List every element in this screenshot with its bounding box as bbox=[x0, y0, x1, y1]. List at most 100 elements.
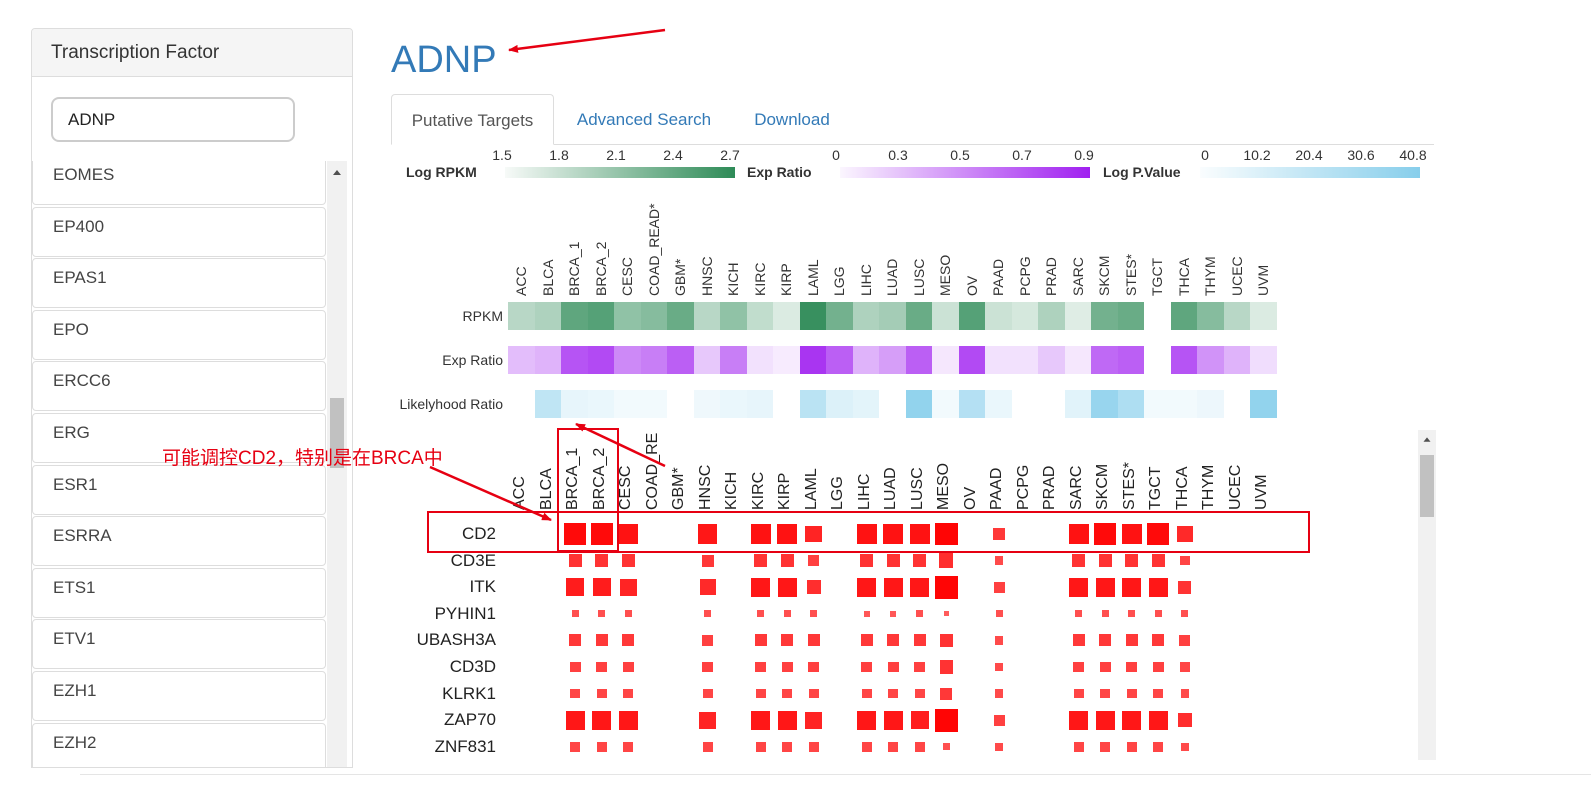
heatmap-cell[interactable] bbox=[1064, 346, 1092, 374]
tf-list-item[interactable]: ESR1 bbox=[32, 464, 326, 515]
target-dot[interactable] bbox=[1098, 554, 1112, 568]
target-dot[interactable] bbox=[914, 688, 925, 699]
target-dot[interactable] bbox=[806, 580, 821, 595]
target-dot[interactable] bbox=[939, 553, 954, 568]
target-dot[interactable] bbox=[699, 711, 717, 729]
heatmap-cell[interactable] bbox=[667, 346, 695, 374]
heatmap-cell[interactable] bbox=[905, 346, 933, 374]
target-dot[interactable] bbox=[993, 528, 1006, 540]
heatmap-cell[interactable] bbox=[879, 346, 907, 374]
target-dot[interactable] bbox=[751, 577, 771, 597]
heatmap-cell[interactable] bbox=[826, 346, 854, 374]
heatmap-cell[interactable] bbox=[852, 302, 880, 330]
heatmap-cell[interactable] bbox=[614, 390, 642, 418]
heatmap-cell[interactable] bbox=[932, 390, 960, 418]
target-dot[interactable] bbox=[1099, 634, 1112, 647]
target-dot[interactable] bbox=[856, 523, 877, 545]
target-dot[interactable] bbox=[1147, 523, 1170, 545]
target-dot[interactable] bbox=[619, 578, 637, 596]
target-dot[interactable] bbox=[995, 610, 1003, 618]
target-dot[interactable] bbox=[888, 742, 899, 752]
heatmap-cell[interactable] bbox=[1223, 346, 1251, 374]
target-dot[interactable] bbox=[993, 581, 1005, 593]
target-dot[interactable] bbox=[1148, 710, 1168, 730]
heatmap-cell[interactable] bbox=[1223, 302, 1251, 330]
target-dot[interactable] bbox=[860, 554, 874, 568]
tf-list-item[interactable]: ETV1 bbox=[32, 619, 326, 670]
target-dot[interactable] bbox=[1126, 688, 1137, 699]
tf-list-item[interactable]: EOMES bbox=[32, 161, 326, 205]
target-dot[interactable] bbox=[1152, 634, 1165, 647]
target-dot[interactable] bbox=[1181, 610, 1189, 618]
heatmap-cell[interactable] bbox=[1064, 390, 1092, 418]
target-dot[interactable] bbox=[942, 743, 950, 751]
target-dot[interactable] bbox=[592, 710, 612, 730]
tab-download[interactable]: Download bbox=[754, 110, 830, 129]
target-dot[interactable] bbox=[618, 710, 638, 730]
target-dot[interactable] bbox=[622, 634, 635, 647]
target-dot[interactable] bbox=[1180, 742, 1189, 751]
target-dot[interactable] bbox=[1125, 634, 1138, 647]
target-dot[interactable] bbox=[750, 523, 771, 545]
heatmap-cell[interactable] bbox=[1144, 302, 1172, 330]
heatmap-cell[interactable] bbox=[508, 390, 536, 418]
heatmap-cell[interactable] bbox=[1170, 390, 1198, 418]
target-dot[interactable] bbox=[777, 523, 798, 545]
target-dot[interactable] bbox=[1154, 610, 1162, 618]
target-dot[interactable] bbox=[781, 634, 794, 647]
heatmap-cell[interactable] bbox=[958, 302, 986, 330]
target-dot[interactable] bbox=[699, 579, 716, 595]
target-dot[interactable] bbox=[622, 661, 634, 673]
target-dot[interactable] bbox=[913, 554, 927, 568]
target-dot[interactable] bbox=[783, 610, 791, 618]
target-dot[interactable] bbox=[777, 710, 797, 730]
heatmap-cell[interactable] bbox=[826, 390, 854, 418]
heatmap-cell[interactable] bbox=[1197, 346, 1225, 374]
heatmap-cell[interactable] bbox=[693, 302, 721, 330]
tf-list-item[interactable]: EZH1 bbox=[32, 671, 326, 721]
target-dot[interactable] bbox=[1073, 742, 1084, 752]
target-dot[interactable] bbox=[1069, 577, 1089, 597]
tf-list-item[interactable]: EZH2 bbox=[32, 722, 326, 767]
target-dot[interactable] bbox=[934, 575, 958, 599]
target-dot[interactable] bbox=[910, 711, 929, 730]
heatmap-cell[interactable] bbox=[1117, 346, 1145, 374]
target-dot[interactable] bbox=[702, 688, 713, 699]
target-dot[interactable] bbox=[1126, 661, 1138, 673]
heatmap-cell[interactable] bbox=[508, 302, 536, 330]
target-dot[interactable] bbox=[704, 610, 712, 618]
heatmap-cell[interactable] bbox=[561, 390, 589, 418]
target-dot[interactable] bbox=[596, 742, 607, 752]
heatmap-cell[interactable] bbox=[1011, 390, 1039, 418]
target-dot[interactable] bbox=[702, 635, 714, 646]
heatmap-cell[interactable] bbox=[667, 390, 695, 418]
target-dot[interactable] bbox=[914, 661, 926, 673]
target-dot[interactable] bbox=[857, 710, 877, 730]
heatmap-cell[interactable] bbox=[746, 302, 774, 330]
target-dot[interactable] bbox=[886, 554, 900, 568]
target-dot[interactable] bbox=[1148, 577, 1168, 597]
target-dot[interactable] bbox=[592, 578, 611, 597]
heatmap-cell[interactable] bbox=[534, 302, 562, 330]
target-dot[interactable] bbox=[1072, 554, 1086, 568]
target-dot[interactable] bbox=[808, 742, 819, 752]
heatmap-cell[interactable] bbox=[1011, 346, 1039, 374]
target-dot[interactable] bbox=[751, 710, 771, 730]
heatmap-cell[interactable] bbox=[1197, 390, 1225, 418]
target-dot[interactable] bbox=[570, 688, 581, 699]
target-dot[interactable] bbox=[934, 522, 958, 546]
target-dot[interactable] bbox=[909, 523, 930, 545]
target-dot[interactable] bbox=[624, 610, 632, 618]
target-dot[interactable] bbox=[1100, 742, 1111, 752]
target-dot[interactable] bbox=[934, 708, 958, 732]
target-dot[interactable] bbox=[1126, 742, 1137, 752]
heatmap-cell[interactable] bbox=[508, 346, 536, 374]
target-dot[interactable] bbox=[861, 742, 872, 752]
target-dot[interactable] bbox=[860, 634, 873, 647]
heatmap-cell[interactable] bbox=[1223, 390, 1251, 418]
target-dot[interactable] bbox=[1177, 713, 1192, 728]
heatmap-cell[interactable] bbox=[693, 346, 721, 374]
target-dot[interactable] bbox=[595, 554, 609, 568]
target-dot[interactable] bbox=[939, 660, 953, 674]
target-dot[interactable] bbox=[940, 687, 953, 700]
